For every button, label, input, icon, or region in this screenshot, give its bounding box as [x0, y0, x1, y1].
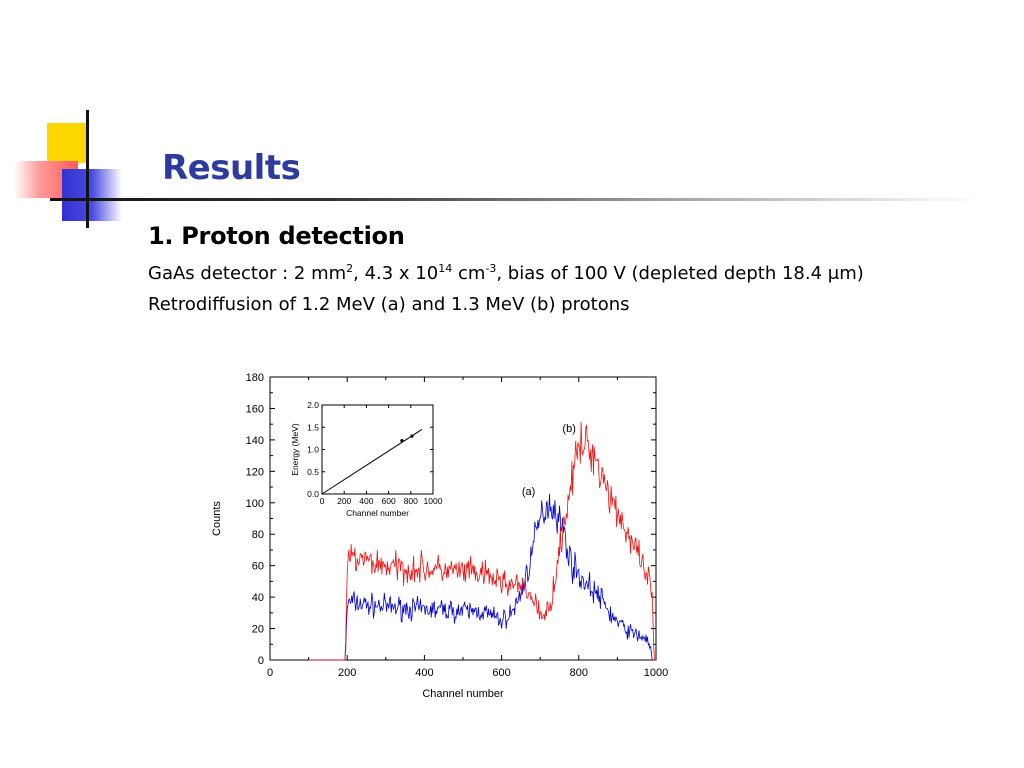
x-tick-label: 600: [492, 667, 510, 679]
inset-y-tick-label: 1.0: [307, 445, 319, 455]
inset-data-point: [410, 434, 414, 438]
y-tick-label: 0: [258, 655, 264, 667]
inset-y-tick-label: 2.0: [307, 400, 319, 410]
decor-vertical-line: [86, 110, 89, 228]
section-heading: 1. Proton detection: [148, 222, 405, 250]
annotation-a: (a): [522, 486, 535, 498]
series-b-line: [308, 421, 656, 661]
x-tick-label: 800: [570, 667, 588, 679]
inset-x-tick-label: 1000: [424, 496, 443, 506]
detector-text-1: GaAs detector : 2 mm: [148, 263, 347, 284]
series-a-line: [308, 493, 656, 661]
x-tick-label: 0: [267, 667, 273, 679]
y-tick-label: 20: [252, 624, 264, 636]
detector-description: GaAs detector : 2 mm2, 4.3 x 1014 cm-3, …: [148, 262, 864, 284]
inset-x-tick-label: 800: [404, 496, 418, 506]
inset-fit-line: [321, 429, 423, 495]
inset-x-tick-label: 200: [337, 496, 351, 506]
retrodiffusion-description: Retrodiffusion of 1.2 MeV (a) and 1.3 Me…: [148, 294, 630, 315]
x-tick-label: 200: [338, 667, 356, 679]
inset-y-tick-label: 1.5: [307, 422, 319, 432]
detector-sup-1: 2: [346, 262, 354, 275]
x-tick-label: 400: [415, 667, 433, 679]
y-tick-label: 140: [246, 435, 264, 447]
inset-y-tick-label: 0.0: [307, 489, 319, 499]
detector-text-3: cm: [452, 263, 486, 284]
decor-yellow-square: [47, 123, 87, 163]
annotation-b: (b): [562, 423, 575, 435]
title-underline: [50, 198, 980, 201]
y-tick-label: 160: [246, 403, 264, 415]
inset-x-axis-label: Channel number: [346, 508, 409, 518]
inset-x-tick-label: 0: [320, 496, 325, 506]
detector-sup-2: 14: [438, 262, 453, 275]
y-tick-label: 100: [246, 498, 264, 510]
x-axis-label: Channel number: [422, 688, 504, 700]
inset-x-tick-label: 400: [359, 496, 373, 506]
detector-sup-3: -3: [485, 262, 497, 275]
spectrum-chart: 0 200 400 600 800 1000 0 20 40 60 80 100 120 140 160 18…: [211, 372, 668, 700]
inset-y-tick-label: 0.5: [307, 467, 319, 477]
y-tick-label: 120: [246, 466, 264, 478]
inset-y-axis-label: Energy (MeV): [290, 423, 300, 476]
x-tick-label: 1000: [644, 667, 668, 679]
y-tick-label: 40: [252, 592, 264, 604]
y-axis-label: Counts: [211, 501, 223, 536]
decor-blue-square: [62, 169, 122, 221]
detector-text-4: , bias of 100 V (depleted depth 18.4 μm): [496, 263, 864, 284]
inset-data-point: [400, 439, 404, 443]
y-tick-label: 60: [252, 561, 264, 573]
inset-frame: [321, 404, 434, 495]
y-tick-label: 80: [252, 529, 264, 541]
slide-title: Results: [162, 148, 301, 188]
inset-x-tick-label: 600: [382, 496, 396, 506]
y-tick-label: 180: [246, 372, 264, 384]
detector-text-2: , 4.3 x 10: [353, 263, 439, 284]
